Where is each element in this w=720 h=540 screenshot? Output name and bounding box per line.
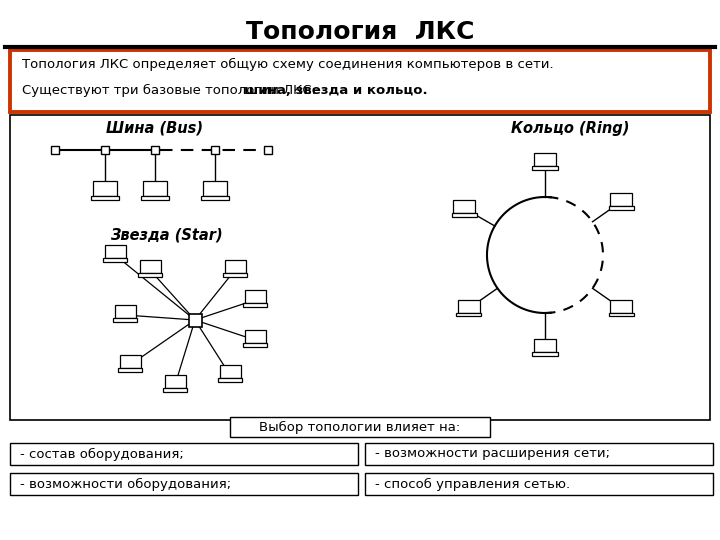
Bar xyxy=(164,375,186,388)
Text: Топология ЛКС определяет общую схему соединения компьютеров в сети.: Топология ЛКС определяет общую схему сое… xyxy=(22,57,554,71)
Bar xyxy=(114,305,135,319)
Bar xyxy=(245,291,266,303)
Bar xyxy=(220,366,240,379)
Text: шина, звезда и кольцо.: шина, звезда и кольцо. xyxy=(244,84,428,97)
Bar xyxy=(141,196,168,200)
Bar xyxy=(143,181,167,196)
Text: - возможности расширения сети;: - возможности расширения сети; xyxy=(375,448,610,461)
Bar xyxy=(203,181,227,196)
Bar xyxy=(10,443,358,465)
Bar xyxy=(365,443,713,465)
Text: - способ управления сетью.: - способ управления сетью. xyxy=(375,477,570,490)
Bar xyxy=(534,339,556,353)
Bar xyxy=(104,245,125,258)
Bar xyxy=(608,206,634,210)
Bar xyxy=(225,260,246,273)
Bar xyxy=(452,213,477,217)
Bar xyxy=(101,146,109,154)
Text: - возможности оборудования;: - возможности оборудования; xyxy=(20,477,231,490)
Bar xyxy=(201,196,229,200)
Bar xyxy=(211,146,219,154)
Text: - состав оборудования;: - состав оборудования; xyxy=(20,448,184,461)
Bar xyxy=(456,313,482,316)
Bar xyxy=(93,181,117,196)
Bar xyxy=(10,473,358,495)
Bar xyxy=(223,273,247,277)
Bar xyxy=(140,260,161,273)
Bar xyxy=(454,200,475,213)
Bar xyxy=(51,146,59,154)
Bar xyxy=(103,258,127,262)
Bar xyxy=(163,388,187,392)
Bar xyxy=(245,330,266,343)
Text: Существуют три базовые топологии ЛКС:: Существуют три базовые топологии ЛКС: xyxy=(22,84,320,97)
Bar xyxy=(264,146,272,154)
Bar xyxy=(610,300,632,313)
Bar xyxy=(10,115,710,420)
Bar xyxy=(10,50,710,112)
Text: Выбор топологии влияет на:: Выбор топологии влияет на: xyxy=(259,421,461,434)
Text: Звезда (Star): Звезда (Star) xyxy=(110,227,222,242)
Bar xyxy=(91,196,119,200)
Bar xyxy=(151,146,159,154)
Text: Шина (Bus): Шина (Bus) xyxy=(107,120,204,136)
Text: Топология  ЛКС: Топология ЛКС xyxy=(246,20,474,44)
Bar xyxy=(120,355,140,368)
Bar xyxy=(138,273,162,277)
Bar xyxy=(534,153,556,166)
Bar xyxy=(365,473,713,495)
Bar xyxy=(113,319,137,322)
Bar xyxy=(218,379,242,382)
Bar xyxy=(532,166,558,170)
Bar xyxy=(532,353,558,356)
Bar xyxy=(118,368,142,372)
Bar xyxy=(608,313,634,316)
Bar xyxy=(610,193,632,206)
Bar xyxy=(458,300,480,313)
Bar xyxy=(243,343,267,347)
Bar xyxy=(230,417,490,437)
Bar xyxy=(189,314,202,327)
Bar xyxy=(243,303,267,307)
Text: Кольцо (Ring): Кольцо (Ring) xyxy=(510,120,629,136)
